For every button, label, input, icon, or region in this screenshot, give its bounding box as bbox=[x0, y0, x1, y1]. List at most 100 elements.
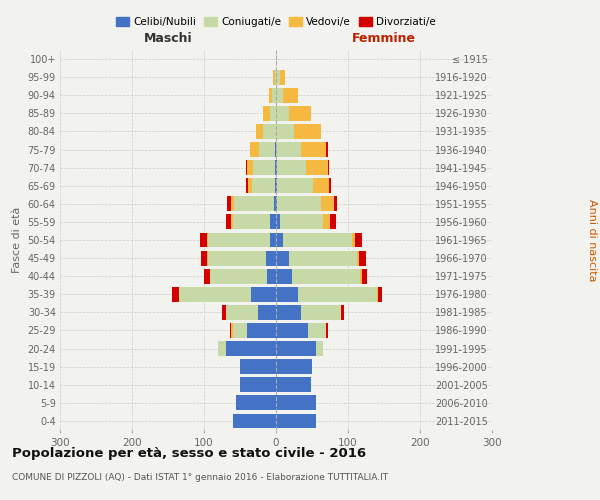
Bar bbox=[207, 250, 208, 266]
Bar bbox=[274, 196, 276, 211]
Bar bbox=[306, 160, 328, 175]
Bar bbox=[226, 305, 258, 320]
Bar bbox=[233, 323, 247, 338]
Bar bbox=[359, 250, 366, 266]
Bar bbox=[298, 287, 377, 302]
Bar bbox=[377, 287, 378, 302]
Bar bbox=[269, 232, 276, 248]
Bar bbox=[276, 178, 277, 193]
Bar bbox=[276, 287, 298, 302]
Bar bbox=[308, 323, 326, 338]
Bar bbox=[362, 269, 367, 283]
Bar bbox=[276, 124, 294, 139]
Bar bbox=[289, 106, 311, 121]
Bar bbox=[222, 305, 226, 320]
Bar bbox=[328, 160, 329, 175]
Bar bbox=[233, 414, 276, 428]
Bar bbox=[266, 250, 276, 266]
Bar bbox=[236, 396, 276, 410]
Bar bbox=[275, 70, 276, 84]
Text: Femmine: Femmine bbox=[352, 32, 416, 44]
Bar bbox=[270, 106, 276, 121]
Bar bbox=[316, 341, 323, 356]
Bar bbox=[323, 214, 330, 230]
Bar bbox=[207, 232, 208, 248]
Bar bbox=[250, 142, 259, 157]
Bar bbox=[201, 250, 207, 266]
Legend: Celibi/Nubili, Coniugati/e, Vedovi/e, Divorziati/e: Celibi/Nubili, Coniugati/e, Vedovi/e, Di… bbox=[112, 12, 440, 32]
Bar bbox=[301, 142, 326, 157]
Bar bbox=[358, 250, 359, 266]
Bar bbox=[226, 341, 276, 356]
Bar bbox=[280, 70, 286, 84]
Bar bbox=[276, 414, 316, 428]
Bar bbox=[232, 214, 233, 230]
Bar bbox=[246, 160, 247, 175]
Bar bbox=[276, 70, 280, 84]
Bar bbox=[253, 160, 275, 175]
Text: Maschi: Maschi bbox=[143, 32, 193, 44]
Bar bbox=[313, 178, 329, 193]
Bar bbox=[240, 378, 276, 392]
Bar bbox=[283, 232, 352, 248]
Bar bbox=[329, 178, 331, 193]
Bar bbox=[276, 214, 280, 230]
Bar bbox=[301, 305, 341, 320]
Bar bbox=[276, 378, 311, 392]
Bar bbox=[276, 305, 301, 320]
Bar bbox=[226, 214, 232, 230]
Bar bbox=[276, 396, 316, 410]
Bar bbox=[326, 142, 328, 157]
Bar bbox=[275, 178, 276, 193]
Bar bbox=[277, 160, 306, 175]
Bar bbox=[232, 323, 233, 338]
Text: Anni di nascita: Anni di nascita bbox=[587, 198, 597, 281]
Bar bbox=[330, 214, 336, 230]
Bar bbox=[378, 287, 382, 302]
Bar bbox=[292, 269, 360, 283]
Bar bbox=[270, 214, 276, 230]
Bar bbox=[259, 142, 275, 157]
Bar bbox=[280, 214, 323, 230]
Bar bbox=[289, 250, 358, 266]
Y-axis label: Fasce di età: Fasce di età bbox=[12, 207, 22, 273]
Bar bbox=[251, 287, 276, 302]
Bar bbox=[277, 196, 320, 211]
Bar bbox=[208, 232, 269, 248]
Bar bbox=[276, 196, 277, 211]
Bar bbox=[230, 196, 234, 211]
Bar bbox=[247, 323, 276, 338]
Bar bbox=[200, 232, 207, 248]
Bar bbox=[276, 250, 289, 266]
Bar bbox=[276, 341, 316, 356]
Bar bbox=[256, 124, 263, 139]
Bar bbox=[248, 178, 251, 193]
Bar bbox=[172, 287, 179, 302]
Bar bbox=[234, 196, 274, 211]
Bar bbox=[294, 124, 322, 139]
Bar bbox=[341, 305, 344, 320]
Bar bbox=[240, 359, 276, 374]
Bar bbox=[276, 160, 277, 175]
Bar bbox=[276, 142, 301, 157]
Bar bbox=[263, 124, 276, 139]
Bar bbox=[269, 88, 272, 102]
Bar bbox=[276, 88, 283, 102]
Bar bbox=[251, 178, 275, 193]
Bar bbox=[268, 269, 276, 283]
Text: COMUNE DI PIZZOLI (AQ) - Dati ISTAT 1° gennaio 2016 - Elaborazione TUTTITALIA.IT: COMUNE DI PIZZOLI (AQ) - Dati ISTAT 1° g… bbox=[12, 472, 388, 482]
Bar bbox=[218, 341, 226, 356]
Bar bbox=[276, 232, 283, 248]
Bar bbox=[247, 160, 253, 175]
Bar bbox=[276, 359, 312, 374]
Bar bbox=[334, 196, 337, 211]
Bar bbox=[352, 232, 355, 248]
Bar bbox=[320, 196, 334, 211]
Bar bbox=[275, 160, 276, 175]
Bar bbox=[275, 142, 276, 157]
Bar bbox=[233, 214, 270, 230]
Bar bbox=[247, 178, 248, 193]
Bar bbox=[355, 232, 362, 248]
Bar bbox=[273, 70, 275, 84]
Bar bbox=[276, 323, 308, 338]
